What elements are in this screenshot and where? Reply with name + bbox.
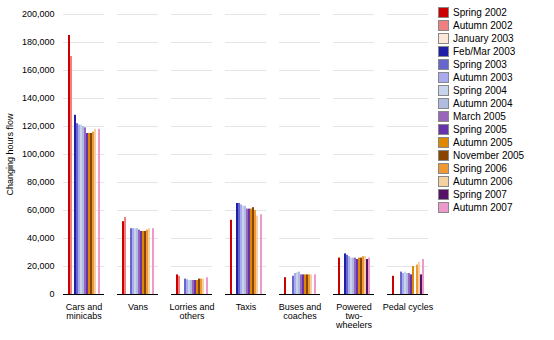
svg-text:140,000: 140,000 <box>22 93 55 103</box>
svg-text:0: 0 <box>49 289 54 299</box>
html-text:Autumn 2002: Autumn 2002 <box>453 20 513 31</box>
svg-text:40,000: 40,000 <box>27 233 55 243</box>
svg-text:Cars andminicabs: Cars andminicabs <box>66 302 103 321</box>
html-text:Autumn 2007: Autumn 2007 <box>453 202 513 213</box>
html-text:Spring 2003: Spring 2003 <box>453 59 507 70</box>
svg-text:Poweredtwo-wheelers: Poweredtwo-wheelers <box>335 302 373 330</box>
svg-text:Taxis: Taxis <box>236 302 257 312</box>
html-text:Feb/Mar 2003: Feb/Mar 2003 <box>453 46 516 57</box>
html-text:Spring 2004: Spring 2004 <box>453 85 507 96</box>
html-text:Autumn 2005: Autumn 2005 <box>453 137 513 148</box>
html-text:Autumn 2006: Autumn 2006 <box>453 176 513 187</box>
svg-text:Pedal cycles: Pedal cycles <box>383 302 434 312</box>
html-text:January 2003: January 2003 <box>453 33 514 44</box>
svg-text:180,000: 180,000 <box>22 37 55 47</box>
svg-text:160,000: 160,000 <box>22 65 55 75</box>
html-text:Spring 2007: Spring 2007 <box>453 189 507 200</box>
svg-text:200,000: 200,000 <box>22 9 55 19</box>
html-text:November 2005: November 2005 <box>453 150 525 161</box>
svg-text:120,000: 120,000 <box>22 121 55 131</box>
svg-text:80,000: 80,000 <box>27 177 55 187</box>
svg-text:60,000: 60,000 <box>27 205 55 215</box>
html-text:Spring 2002: Spring 2002 <box>453 7 507 18</box>
html-text:Spring 2006: Spring 2006 <box>453 163 507 174</box>
svg-text:Buses andcoaches: Buses andcoaches <box>279 302 322 321</box>
svg-text:Changing hours flow: Changing hours flow <box>5 113 15 196</box>
html-text:Autumn 2003: Autumn 2003 <box>453 72 513 83</box>
svg-text:20,000: 20,000 <box>27 261 55 271</box>
svg-text:100,000: 100,000 <box>22 149 55 159</box>
html-text:Autumn 2004: Autumn 2004 <box>453 98 513 109</box>
svg-text:Lorries andothers: Lorries andothers <box>169 302 214 321</box>
html-text:Spring 2005: Spring 2005 <box>453 124 507 135</box>
svg-text:Vans: Vans <box>128 302 148 312</box>
html-text:March 2005: March 2005 <box>453 111 506 122</box>
